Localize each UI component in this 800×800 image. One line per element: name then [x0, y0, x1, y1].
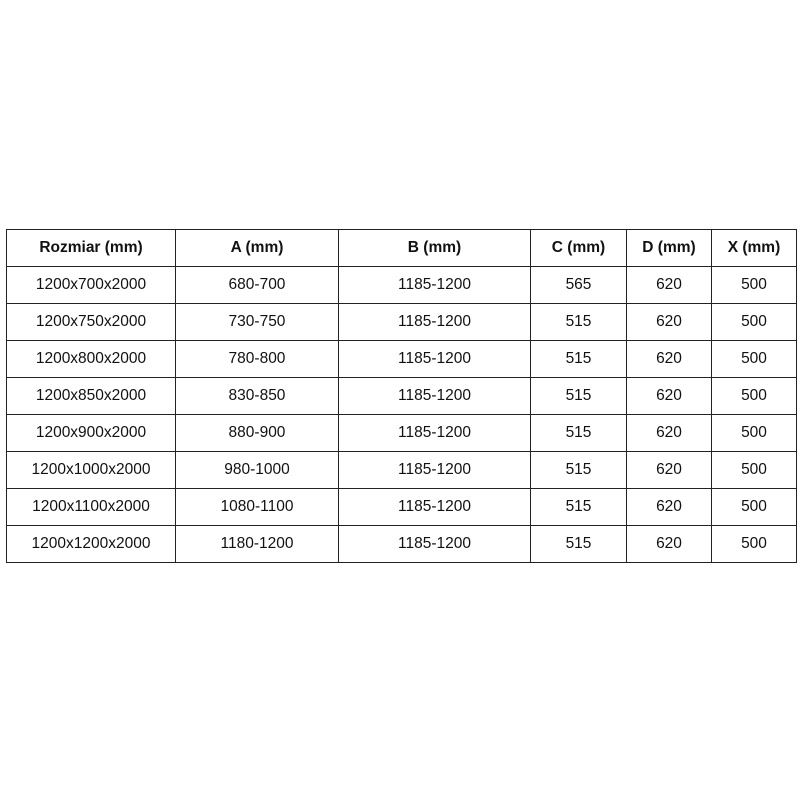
table-cell: 880-900 — [175, 414, 339, 452]
table-cell: 500 — [711, 451, 797, 489]
table-cell: 730-750 — [175, 303, 339, 341]
header-d: D (mm) — [626, 229, 712, 267]
table-cell: 1200x850x2000 — [6, 377, 176, 415]
table-cell: 1200x900x2000 — [6, 414, 176, 452]
table-cell: 1185-1200 — [338, 340, 531, 378]
header-rozmiar: Rozmiar (mm) — [6, 229, 176, 267]
table-cell: 620 — [626, 377, 712, 415]
table-row: 1200x850x2000 830-850 1185-1200 515 620 500 — [6, 377, 797, 415]
table-cell: 515 — [530, 340, 627, 378]
table-cell: 1200x750x2000 — [6, 303, 176, 341]
table-cell: 620 — [626, 340, 712, 378]
table-row: 1200x1000x2000 980-1000 1185-1200 515 620 500 — [6, 451, 797, 489]
header-x: X (mm) — [711, 229, 797, 267]
table-cell: 500 — [711, 525, 797, 563]
table-cell: 500 — [711, 303, 797, 341]
table-cell: 500 — [711, 266, 797, 304]
table-cell: 680-700 — [175, 266, 339, 304]
table-cell: 620 — [626, 451, 712, 489]
table-cell: 620 — [626, 266, 712, 304]
table-cell: 515 — [530, 451, 627, 489]
table-cell: 565 — [530, 266, 627, 304]
table-cell: 620 — [626, 414, 712, 452]
table-cell: 500 — [711, 340, 797, 378]
table-cell: 1180-1200 — [175, 525, 339, 563]
table-row: 1200x750x2000 730-750 1185-1200 515 620 500 — [6, 303, 797, 341]
table-row: 1200x800x2000 780-800 1185-1200 515 620 500 — [6, 340, 797, 378]
table-cell: 1185-1200 — [338, 414, 531, 452]
table-cell: 1200x700x2000 — [6, 266, 176, 304]
table-cell: 980-1000 — [175, 451, 339, 489]
table-cell: 620 — [626, 525, 712, 563]
header-b: B (mm) — [338, 229, 531, 267]
table-cell: 515 — [530, 488, 627, 526]
table-cell: 1200x1200x2000 — [6, 525, 176, 563]
table-cell: 1185-1200 — [338, 266, 531, 304]
table-row: 1200x900x2000 880-900 1185-1200 515 620 500 — [6, 414, 797, 452]
table-cell: 620 — [626, 488, 712, 526]
table-cell: 500 — [711, 414, 797, 452]
table-cell: 1200x1000x2000 — [6, 451, 176, 489]
table-row: 1200x1100x2000 1080-1100 1185-1200 515 620 50… — [6, 488, 797, 526]
table-cell: 1185-1200 — [338, 525, 531, 563]
header-row: Rozmiar (mm) A (mm) B (mm) C (mm) D (mm)… — [6, 229, 797, 267]
table-cell: 500 — [711, 488, 797, 526]
table-cell: 1185-1200 — [338, 377, 531, 415]
table-cell: 1185-1200 — [338, 303, 531, 341]
table-cell: 620 — [626, 303, 712, 341]
table-cell: 1185-1200 — [338, 488, 531, 526]
table-row: 1200x700x2000 680-700 1185-1200 565 620 500 — [6, 266, 797, 304]
table-cell: 515 — [530, 303, 627, 341]
dimensions-table: Rozmiar (mm) A (mm) B (mm) C (mm) D (mm)… — [6, 229, 797, 563]
table-cell: 780-800 — [175, 340, 339, 378]
header-c: C (mm) — [530, 229, 627, 267]
header-a: A (mm) — [175, 229, 339, 267]
table-cell: 1185-1200 — [338, 451, 531, 489]
table-cell: 515 — [530, 525, 627, 563]
table-row: 1200x1200x2000 1180-1200 1185-1200 515 620 50… — [6, 525, 797, 563]
table-cell: 1200x1100x2000 — [6, 488, 176, 526]
table-cell: 515 — [530, 414, 627, 452]
table-cell: 1200x800x2000 — [6, 340, 176, 378]
table-cell: 515 — [530, 377, 627, 415]
table-cell: 1080-1100 — [175, 488, 339, 526]
table-cell: 500 — [711, 377, 797, 415]
table-cell: 830-850 — [175, 377, 339, 415]
